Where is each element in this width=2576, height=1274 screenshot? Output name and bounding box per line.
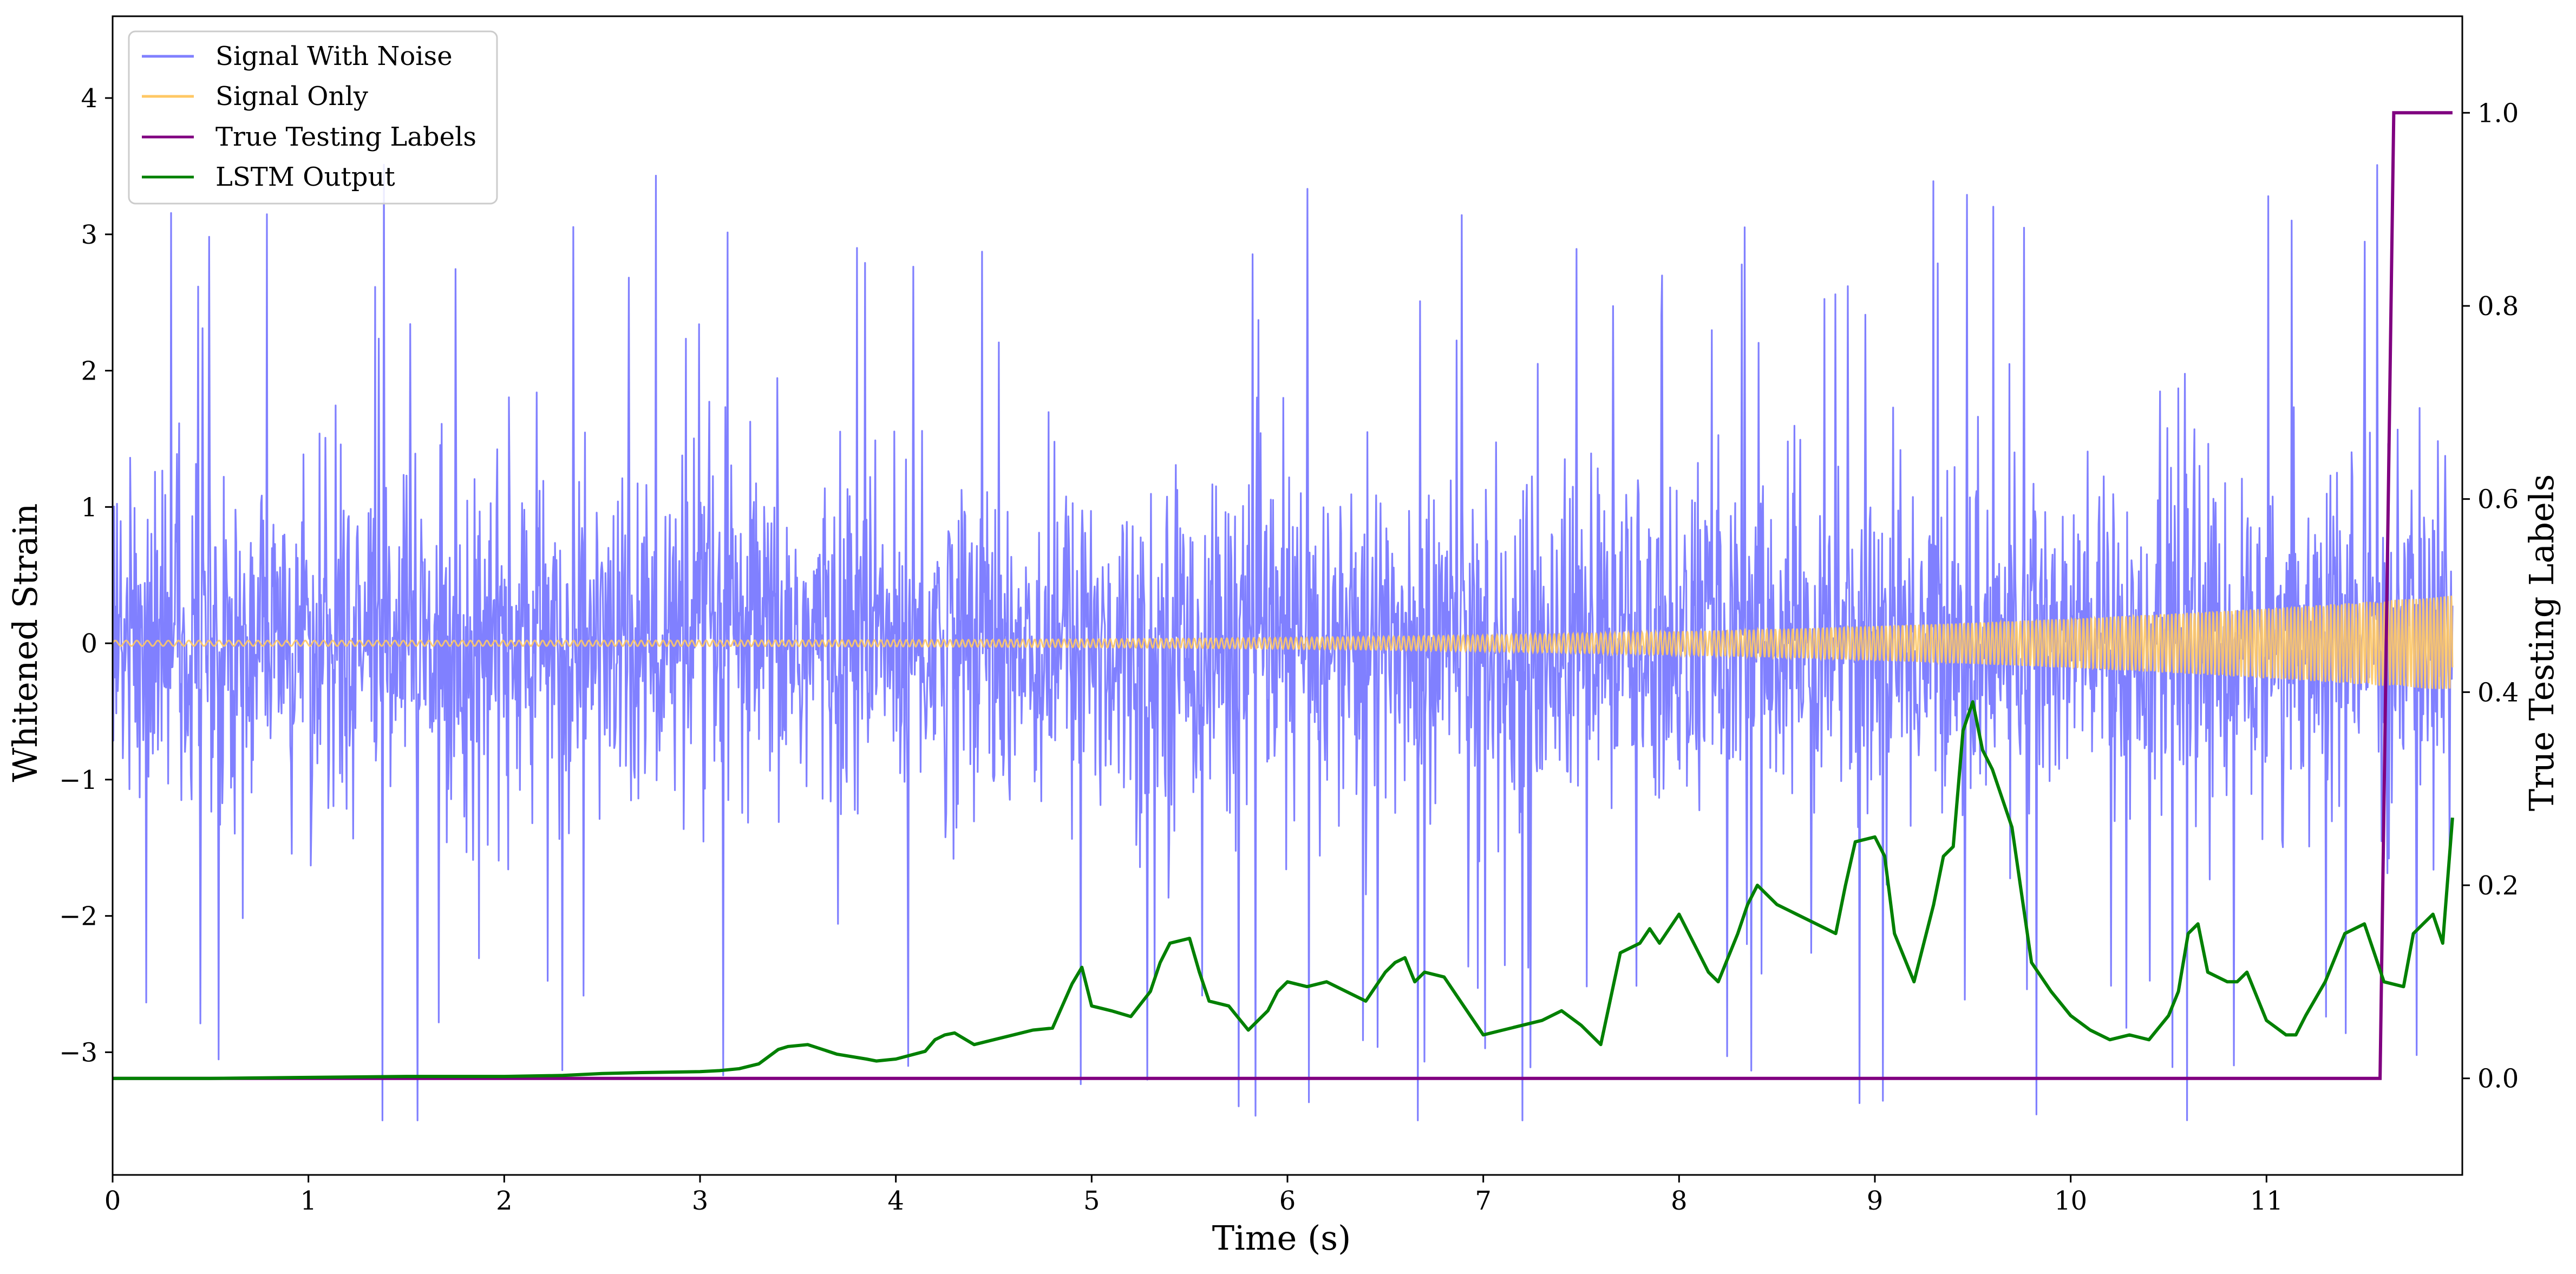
x-tick-label: 8 [1671, 1186, 1688, 1216]
y-tick-label: 1 [81, 492, 97, 522]
y2-tick-label: 0.6 [2477, 485, 2519, 515]
legend-frame [128, 30, 498, 205]
y2-axis-label: True Testing Labels [2522, 474, 2561, 812]
y-tick-label: 0 [81, 629, 97, 659]
y-tick-label: −1 [59, 765, 97, 795]
y-tick-label: 3 [81, 220, 97, 250]
x-tick-label: 2 [496, 1186, 513, 1216]
legend-label-lstm-output: LSTM Output [215, 162, 395, 192]
y-tick-label: 2 [81, 356, 97, 387]
series-signal-with-noise [113, 164, 2454, 1121]
x-tick-label: 10 [2054, 1186, 2087, 1216]
axes: 0 1 2 3 4 5 6 7 8 9 10 11 −3 −2 −1 0 1 2 3 4 0.0 0.2 0.4 0.6 0.8… [59, 15, 2519, 1216]
x-tick-label: 11 [2250, 1186, 2283, 1216]
y2-tick-label: 0.8 [2477, 291, 2519, 322]
x-tick-label: 9 [1867, 1186, 1884, 1216]
x-tick-label: 7 [1475, 1186, 1492, 1216]
y-tick-label: −2 [59, 901, 97, 932]
series-lstm-output [113, 700, 2454, 1080]
y-tick-label: 4 [81, 83, 97, 114]
legend-label-true-testing-labels: True Testing Labels [215, 122, 476, 152]
series-true-testing-labels [113, 111, 2453, 1080]
x-tick-label: 0 [104, 1186, 121, 1216]
y2-tick-label: 0.0 [2477, 1064, 2519, 1094]
x-axis-label: Time (s) [1212, 1218, 1351, 1258]
x-tick-label: 5 [1083, 1186, 1100, 1216]
x-tick-label: 6 [1279, 1186, 1296, 1216]
legend-label-signal-with-noise: Signal With Noise [215, 41, 453, 71]
x-tick-label: 4 [887, 1186, 904, 1216]
x-tick-label: 3 [692, 1186, 709, 1216]
plot-area [113, 111, 2454, 1121]
y-tick-label: −3 [59, 1037, 97, 1068]
y2-tick-label: 1.0 [2477, 98, 2519, 128]
x-tick-label: 1 [300, 1186, 317, 1216]
legend-label-signal-only: Signal Only [215, 81, 368, 112]
y2-tick-label: 0.4 [2477, 677, 2519, 708]
y2-tick-label: 0.2 [2477, 871, 2519, 901]
series-signal-only [113, 596, 2454, 689]
legend: Signal With Noise Signal Only True Testi… [128, 30, 498, 205]
y-axis-label: Whitened Strain [5, 504, 45, 782]
